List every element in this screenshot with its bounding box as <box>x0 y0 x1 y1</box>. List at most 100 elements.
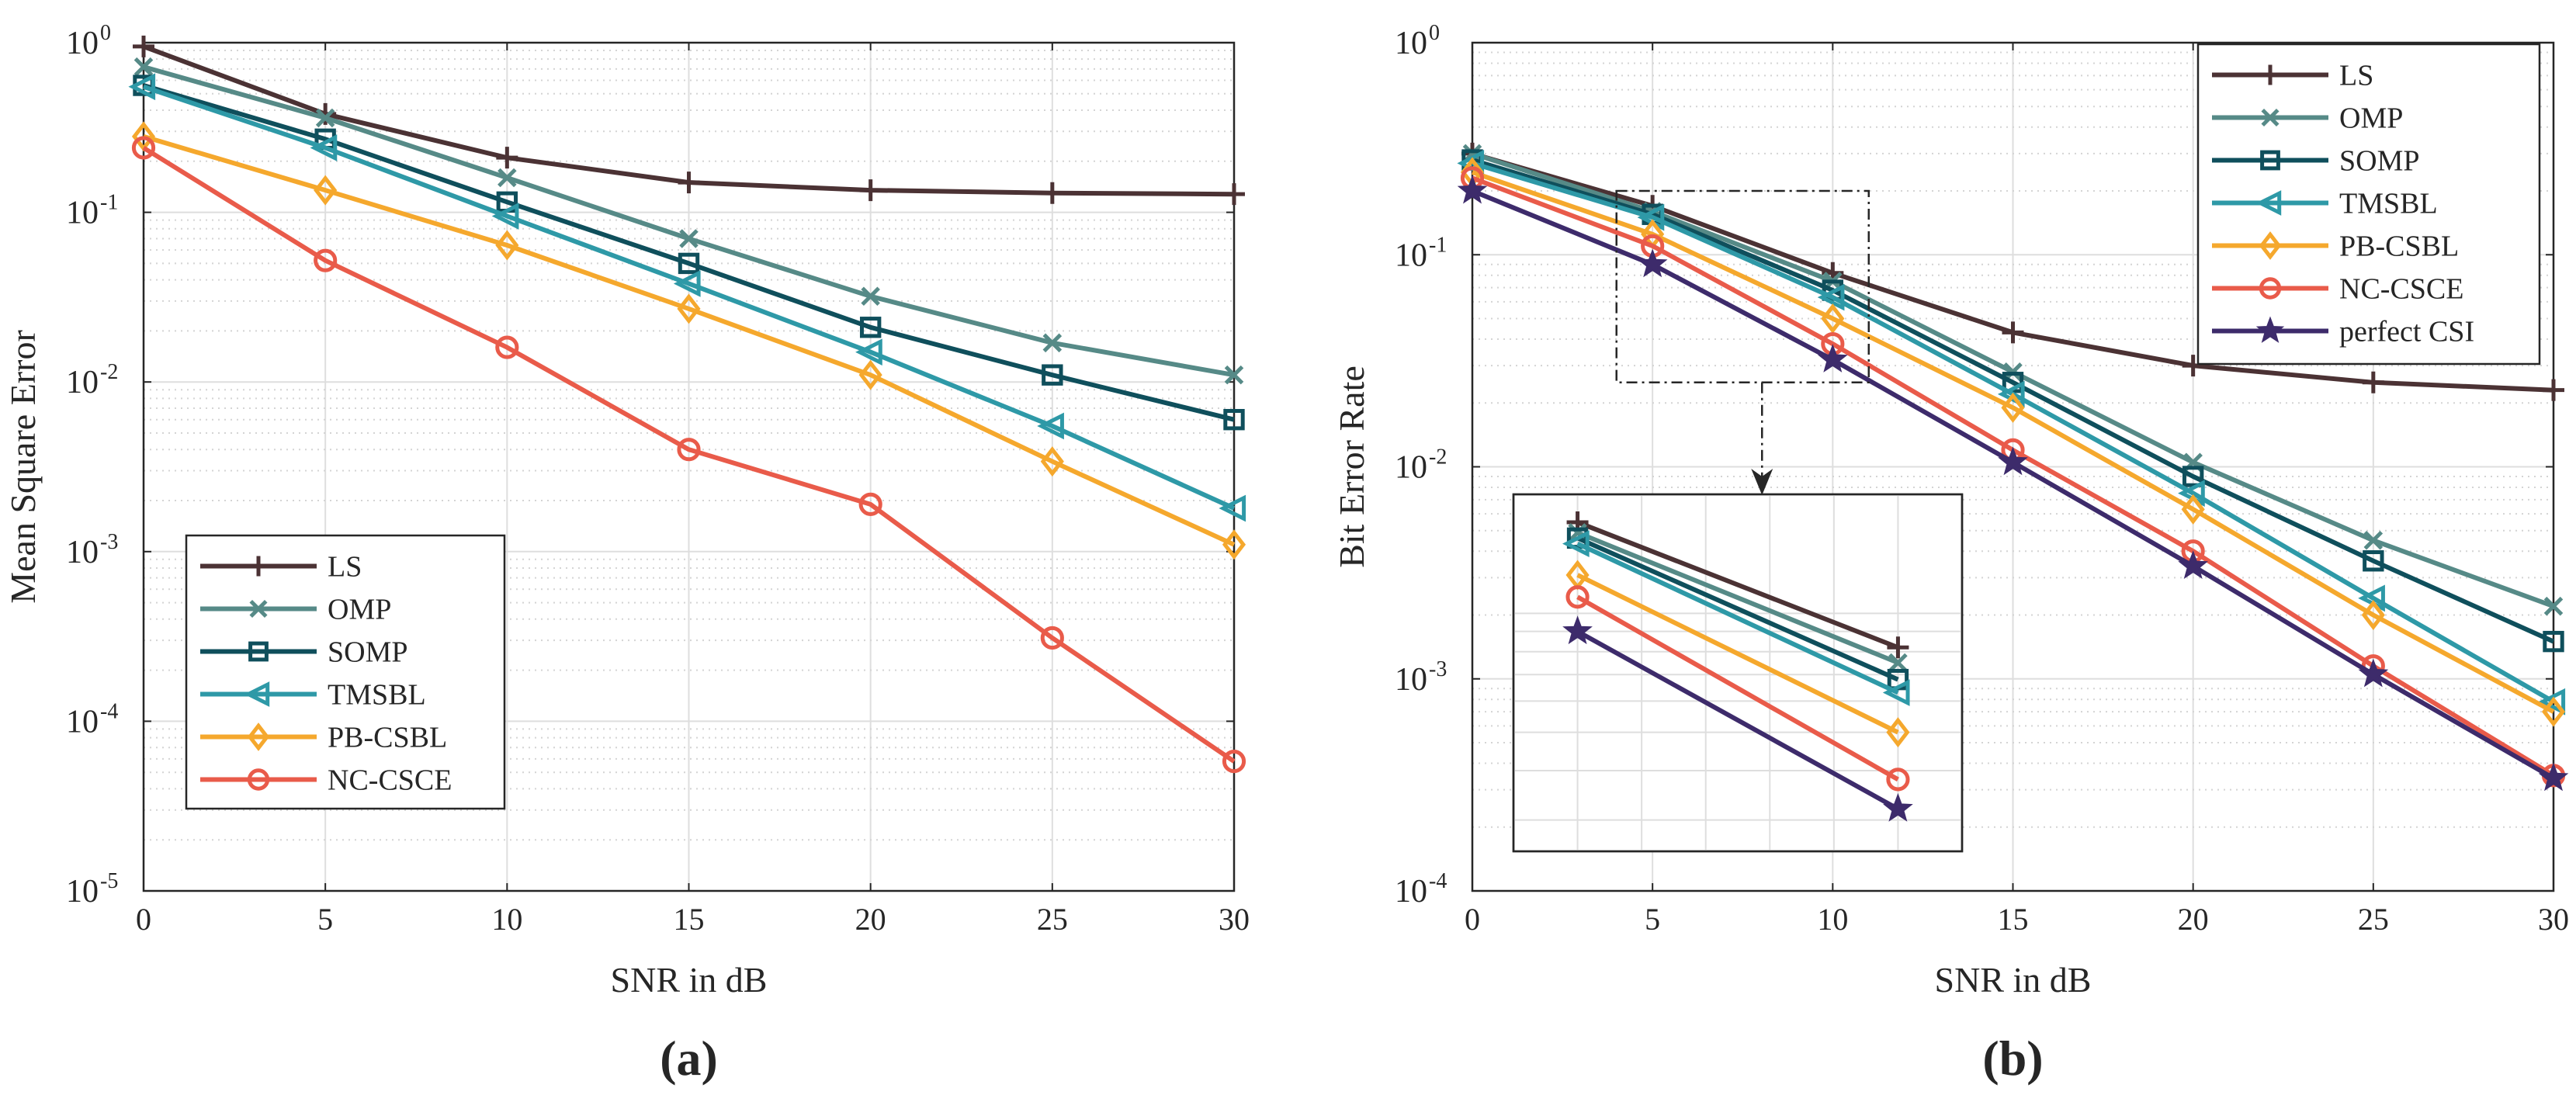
y-tick-label: 10-4 <box>66 699 118 740</box>
panel-a-chart: 0 5 10 15 20 25 30 100 10-1 10-2 10-3 10-4 10-5 SNR i… <box>3 21 1250 1086</box>
y-tick-label: 10-1 <box>1395 233 1447 273</box>
y-tick-label: 10-2 <box>66 360 118 400</box>
legend-marker <box>2259 277 2282 300</box>
legend-marker <box>247 722 270 751</box>
x-tick-label: 25 <box>2358 902 2389 937</box>
y-tick-label: 100 <box>1395 21 1440 61</box>
data-point-omp <box>1042 333 1063 353</box>
data-point-omp <box>679 229 699 248</box>
x-tick-label: 20 <box>2178 902 2209 937</box>
legend-marker <box>249 599 268 619</box>
axis-ticks <box>1472 42 2554 892</box>
data-point-nc-csce <box>495 335 519 359</box>
data-point-pb-csbl <box>2001 392 2025 423</box>
legend-marker <box>247 768 270 791</box>
data-point-somp <box>1223 408 1245 431</box>
inset-series-line <box>1576 520 1899 650</box>
data-point-ls <box>1223 183 1245 206</box>
inset-data-point <box>1887 636 1909 659</box>
x-tick-label: 5 <box>1645 902 1660 937</box>
inset-series <box>1562 511 1913 822</box>
x-tick-label: 20 <box>855 902 886 937</box>
data-point-nc-csce <box>1040 625 1064 650</box>
data-point-perfect-csi <box>2538 762 2569 792</box>
y-tick-exponent: -5 <box>100 869 118 893</box>
data-point-omp <box>861 286 880 307</box>
legend-box <box>185 534 506 810</box>
data-point-somp <box>2363 550 2384 572</box>
data-point-tmsbl <box>310 134 338 161</box>
legend-entry: NC-CSCE <box>328 764 452 797</box>
data-point-ls <box>859 179 882 202</box>
zoom-arrow-head <box>1751 469 1773 495</box>
series-line-tmsbl <box>143 84 1236 511</box>
x-tick-label: 15 <box>1998 902 2029 937</box>
panel-b-chart: 0 5 10 15 20 25 30 100 10-1 10-2 10-3 10-4 SNR in dB… <box>1332 21 2569 1086</box>
data-point-pb-csbl <box>1040 446 1064 477</box>
y-tick-exponent: -4 <box>1429 869 1447 893</box>
data-point-omp <box>2543 596 2564 616</box>
y-tick-label: 10-4 <box>1395 869 1447 910</box>
data-point-perfect-csi <box>2358 658 2389 688</box>
data-point-pb-csbl <box>1821 303 1845 334</box>
data-point-pb-csbl <box>677 293 701 324</box>
data-point-ls <box>2543 379 2564 401</box>
legend-marker <box>244 681 270 707</box>
legend-marker <box>248 641 269 662</box>
legend-entry: OMP <box>328 594 391 626</box>
data-point-omp <box>1224 365 1244 385</box>
y-tick-label: 10-3 <box>1395 657 1447 698</box>
data-point-tmsbl <box>128 73 156 101</box>
series-line-somp <box>143 83 1235 422</box>
inset-frame-outline <box>1512 493 1964 853</box>
series-group <box>128 35 1246 774</box>
zoom-region-box <box>1615 189 1870 384</box>
data-point-nc-csce <box>314 248 338 272</box>
data-point-perfect-csi <box>1817 344 1848 373</box>
legend-marker <box>248 556 269 577</box>
x-tick-label: 10 <box>1817 902 1848 937</box>
inset-data-point <box>1883 793 1913 822</box>
x-tick-label: 30 <box>2538 902 2569 937</box>
data-point-ls <box>2002 321 2024 344</box>
data-point-tmsbl <box>2538 688 2566 716</box>
y-axis-label: Bit Error Rate <box>1332 366 1371 568</box>
data-point-nc-csce <box>677 438 701 462</box>
data-point-somp <box>1042 364 1063 386</box>
y-tick-label: 10-1 <box>66 191 118 231</box>
x-axis-label: SNR in dB <box>1935 960 2092 1000</box>
data-point-ls <box>496 147 518 169</box>
legend-marker <box>2255 190 2282 216</box>
y-tick-label: 10-3 <box>66 530 118 570</box>
legend: LS OMP SOMP TMSBL PB-CSBL NC-CSCE <box>185 534 506 810</box>
data-point-perfect-csi <box>1637 248 1668 278</box>
data-point-ls <box>2362 371 2384 393</box>
data-point-pb-csbl <box>2541 696 2566 727</box>
data-point-pb-csbl <box>495 230 519 261</box>
y-axis-label: Mean Square Error <box>3 330 43 604</box>
series-line-somp <box>1472 158 2555 644</box>
data-point-omp <box>498 168 517 188</box>
data-point-nc-csce <box>858 492 882 516</box>
data-point-perfect-csi <box>1998 446 2028 476</box>
y-tick-exponent: 0 <box>100 21 111 45</box>
x-tick-label: 5 <box>317 902 333 937</box>
data-point-tmsbl <box>673 270 701 297</box>
y-tick-exponent: -2 <box>100 360 118 384</box>
panel-label: (a) <box>660 1031 718 1086</box>
legend-entry: SOMP <box>328 636 408 669</box>
data-point-ls <box>678 172 700 194</box>
x-tick-label: 10 <box>491 902 522 937</box>
legend-marker <box>2259 231 2282 260</box>
y-tick-label: 100 <box>66 21 111 61</box>
y-tick-label: 10-5 <box>66 869 118 910</box>
data-point-somp <box>2182 466 2204 487</box>
legend-entry: PB-CSBL <box>328 722 447 754</box>
zoom-inset <box>1512 493 1964 853</box>
data-point-tmsbl <box>855 338 882 366</box>
inset-series-line <box>1576 535 1899 682</box>
panel-label: (b) <box>1982 1031 2043 1086</box>
x-tick-label: 0 <box>136 902 151 937</box>
data-point-omp <box>315 108 335 128</box>
